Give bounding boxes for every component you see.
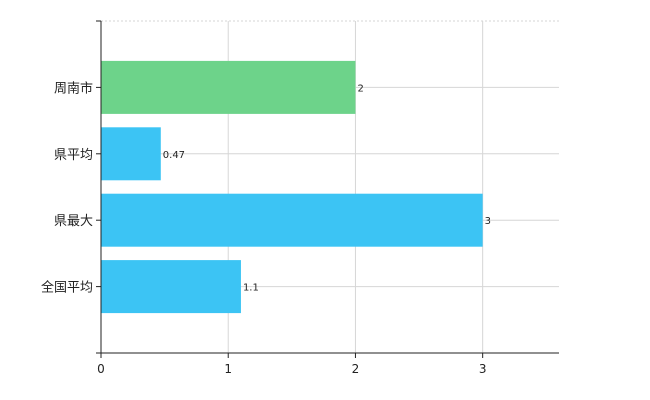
x-tick-label-2: 2	[352, 362, 360, 376]
data-label-0: 2	[357, 83, 363, 94]
category-label-2: 県最大	[54, 214, 93, 229]
axis-layer	[96, 20, 559, 358]
bar-layer	[101, 60, 483, 314]
x-tick-label-0: 0	[97, 362, 105, 376]
x-tick-label-1: 1	[224, 362, 232, 376]
x-tick-label-3: 3	[479, 362, 487, 376]
bar-0	[101, 60, 356, 114]
category-label-0: 周南市	[54, 80, 93, 96]
data-label-3: 1.1	[243, 283, 259, 294]
bar-2	[101, 193, 483, 247]
data-label-2: 3	[485, 216, 491, 227]
bar-1	[101, 127, 161, 181]
data-label-1: 0.47	[163, 150, 185, 161]
category-label-3: 全国平均	[41, 280, 93, 296]
category-label-1: 県平均	[54, 148, 93, 163]
bar-3	[101, 260, 241, 314]
